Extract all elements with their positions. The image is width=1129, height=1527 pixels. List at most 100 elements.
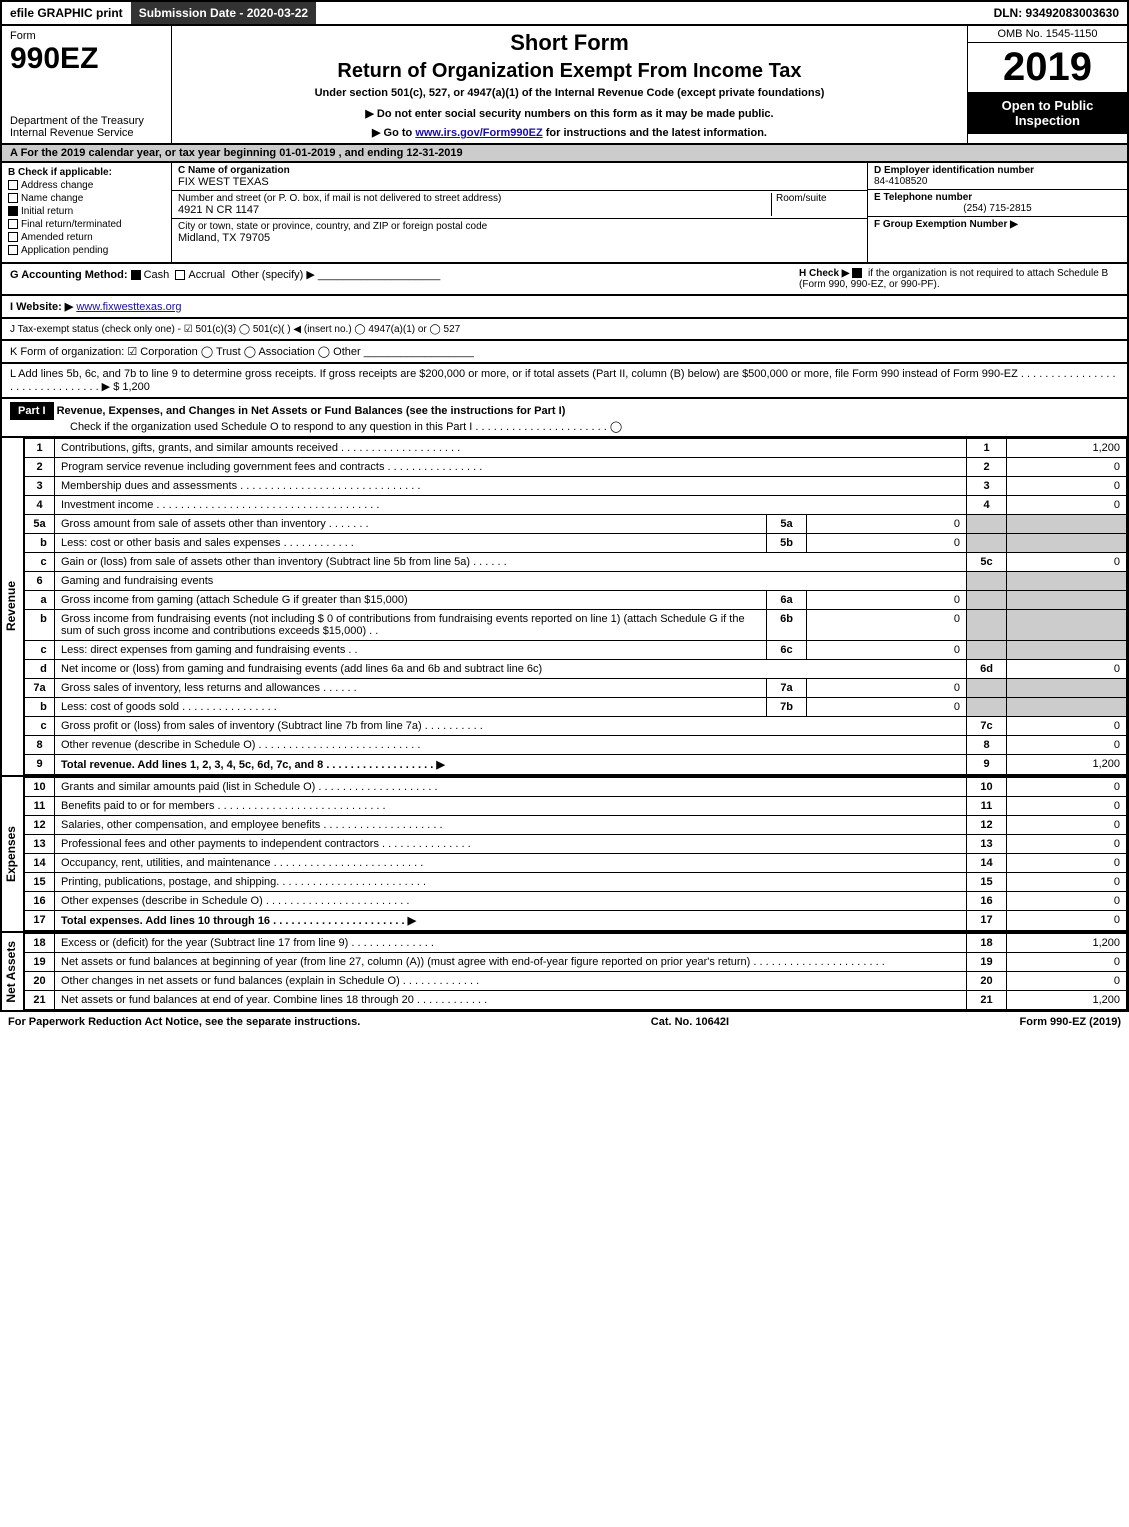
line-7a: 7aGross sales of inventory, less returns… <box>25 679 1127 698</box>
i-label: I Website: ▶ <box>10 301 73 313</box>
form-number: 990EZ <box>10 42 163 76</box>
goto-suffix: for instructions and the latest informat… <box>546 127 767 139</box>
section-k: K Form of organization: ☑ Corporation ◯ … <box>0 341 1129 364</box>
line-13: 13Professional fees and other payments t… <box>25 835 1127 854</box>
cb-accrual[interactable] <box>175 270 185 280</box>
line-18: 18Excess or (deficit) for the year (Subt… <box>25 934 1127 953</box>
tax-year: 2019 <box>968 43 1127 92</box>
header-right: OMB No. 1545-1150 2019 Open to Public In… <box>967 26 1127 143</box>
phone: (254) 715-2815 <box>874 203 1121 214</box>
under-section: Under section 501(c), 527, or 4947(a)(1)… <box>180 87 959 99</box>
return-title: Return of Organization Exempt From Incom… <box>180 60 959 83</box>
cb-name-change[interactable]: Name change <box>8 193 165 204</box>
section-h: H Check ▶ if the organization is not req… <box>799 268 1119 290</box>
city-label: City or town, state or province, country… <box>178 221 861 232</box>
line-11: 11Benefits paid to or for members . . . … <box>25 797 1127 816</box>
line-7b: bLess: cost of goods sold . . . . . . . … <box>25 698 1127 717</box>
netassets-table: 18Excess or (deficit) for the year (Subt… <box>24 933 1127 1010</box>
revenue-section: Revenue 1Contributions, gifts, grants, a… <box>0 438 1129 777</box>
ein-label: D Employer identification number <box>874 165 1121 176</box>
revenue-table: 1Contributions, gifts, grants, and simil… <box>24 438 1127 775</box>
org-name: FIX WEST TEXAS <box>178 176 861 188</box>
line-5b: bLess: cost or other basis and sales exp… <box>25 534 1127 553</box>
line-8: 8Other revenue (describe in Schedule O) … <box>25 736 1127 755</box>
part-i-header: Part I Revenue, Expenses, and Changes in… <box>0 399 1129 438</box>
cb-initial-return[interactable]: Initial return <box>8 206 165 217</box>
expenses-table: 10Grants and similar amounts paid (list … <box>24 777 1127 931</box>
line-7c: cGross profit or (loss) from sales of in… <box>25 717 1127 736</box>
cb-final-return[interactable]: Final return/terminated <box>8 219 165 230</box>
city: Midland, TX 79705 <box>178 232 861 244</box>
website-link[interactable]: www.fixwesttexas.org <box>76 301 181 313</box>
line-2: 2Program service revenue including gover… <box>25 458 1127 477</box>
expenses-vlabel: Expenses <box>2 822 23 886</box>
ein: 84-4108520 <box>874 176 1121 187</box>
phone-label: E Telephone number <box>874 192 1121 203</box>
topbar: efile GRAPHIC print Submission Date - 20… <box>0 0 1129 26</box>
goto-prefix: ▶ Go to <box>372 127 415 139</box>
footer-left: For Paperwork Reduction Act Notice, see … <box>8 1016 360 1028</box>
line-6b: bGross income from fundraising events (n… <box>25 610 1127 641</box>
goto-row: ▶ Go to www.irs.gov/Form990EZ for instru… <box>180 126 959 139</box>
org-name-label: C Name of organization <box>178 165 861 176</box>
expenses-section: Expenses 10Grants and similar amounts pa… <box>0 777 1129 933</box>
header-center: Short Form Return of Organization Exempt… <box>172 26 967 143</box>
org-info: B Check if applicable: Address change Na… <box>0 163 1129 264</box>
g-other: Other (specify) ▶ <box>231 269 315 281</box>
line-15: 15Printing, publications, postage, and s… <box>25 873 1127 892</box>
line-21: 21Net assets or fund balances at end of … <box>25 991 1127 1010</box>
line-10: 10Grants and similar amounts paid (list … <box>25 778 1127 797</box>
footer-right: Form 990-EZ (2019) <box>1020 1016 1121 1028</box>
ssn-notice: ▶ Do not enter social security numbers o… <box>180 107 959 120</box>
part-i-check-o: Check if the organization used Schedule … <box>10 421 622 433</box>
group-exemption-label: F Group Exemption Number ▶ <box>874 219 1121 230</box>
section-a-tax-year: A For the 2019 calendar year, or tax yea… <box>0 145 1129 163</box>
cb-cash[interactable] <box>131 270 141 280</box>
open-to-public: Open to Public Inspection <box>968 92 1127 134</box>
j-text: J Tax-exempt status (check only one) - ☑… <box>10 324 460 335</box>
section-d-e-f: D Employer identification number 84-4108… <box>867 163 1127 262</box>
line-19: 19Net assets or fund balances at beginni… <box>25 953 1127 972</box>
cb-application-pending[interactable]: Application pending <box>8 245 165 256</box>
section-b-title: B Check if applicable: <box>8 167 165 178</box>
section-g-h: G Accounting Method: Cash Accrual Other … <box>0 264 1129 296</box>
line-12: 12Salaries, other compensation, and empl… <box>25 816 1127 835</box>
section-i: I Website: ▶ www.fixwesttexas.org <box>0 296 1129 319</box>
line-17: 17Total expenses. Add lines 10 through 1… <box>25 911 1127 931</box>
l-text: L Add lines 5b, 6c, and 7b to line 9 to … <box>10 368 1116 393</box>
addr-label: Number and street (or P. O. box, if mail… <box>178 193 771 204</box>
line-6: 6Gaming and fundraising events <box>25 572 1127 591</box>
addr: 4921 N CR 1147 <box>178 204 771 216</box>
cb-h[interactable] <box>852 268 862 278</box>
room-suite-label: Room/suite <box>771 193 861 216</box>
line-1: 1Contributions, gifts, grants, and simil… <box>25 439 1127 458</box>
revenue-vlabel: Revenue <box>2 577 23 635</box>
section-c: C Name of organization FIX WEST TEXAS Nu… <box>172 163 867 262</box>
line-5a: 5aGross amount from sale of assets other… <box>25 515 1127 534</box>
line-4: 4Investment income . . . . . . . . . . .… <box>25 496 1127 515</box>
dept-treasury: Department of the Treasury Internal Reve… <box>10 115 163 139</box>
goto-link[interactable]: www.irs.gov/Form990EZ <box>415 127 542 139</box>
part-i-label: Part I <box>10 402 54 420</box>
form-header: Form 990EZ Department of the Treasury In… <box>0 26 1129 145</box>
cb-amended-return[interactable]: Amended return <box>8 232 165 243</box>
part-i-title: Revenue, Expenses, and Changes in Net As… <box>57 405 566 417</box>
footer-mid: Cat. No. 10642I <box>651 1016 729 1028</box>
line-6a: aGross income from gaming (attach Schedu… <box>25 591 1127 610</box>
efile-print-button[interactable]: efile GRAPHIC print <box>2 2 131 24</box>
line-14: 14Occupancy, rent, utilities, and mainte… <box>25 854 1127 873</box>
short-form-title: Short Form <box>180 30 959 56</box>
netassets-vlabel: Net Assets <box>2 937 23 1007</box>
omb-number: OMB No. 1545-1150 <box>968 26 1127 43</box>
netassets-section: Net Assets 18Excess or (deficit) for the… <box>0 933 1129 1012</box>
h-label: H Check ▶ <box>799 268 849 279</box>
form-word: Form <box>10 30 163 42</box>
g-label: G Accounting Method: <box>10 269 128 281</box>
submission-date: Submission Date - 2020-03-22 <box>131 2 316 24</box>
line-5c: cGain or (loss) from sale of assets othe… <box>25 553 1127 572</box>
section-j: J Tax-exempt status (check only one) - ☑… <box>0 319 1129 341</box>
line-6d: dNet income or (loss) from gaming and fu… <box>25 660 1127 679</box>
dln: DLN: 93492083003630 <box>986 2 1127 24</box>
line-3: 3Membership dues and assessments . . . .… <box>25 477 1127 496</box>
cb-address-change[interactable]: Address change <box>8 180 165 191</box>
